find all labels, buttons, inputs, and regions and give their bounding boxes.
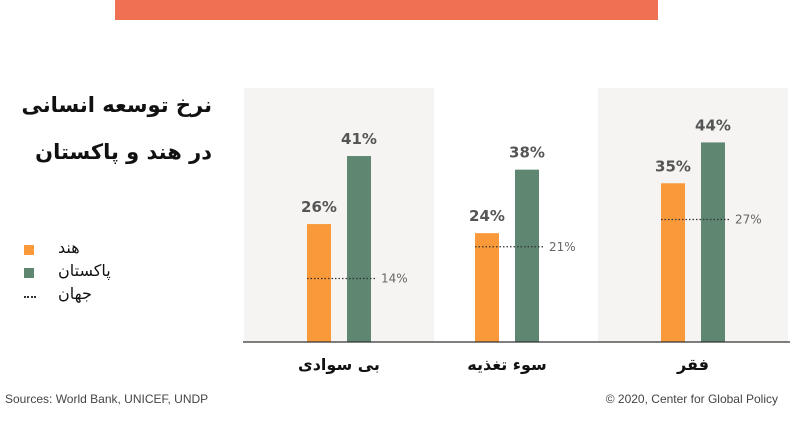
chart-title-line-2: در هند و پاکستان (35, 140, 212, 164)
legend-label-world: جهان (58, 284, 92, 303)
category-panel-2 (598, 88, 788, 342)
bar-pakistan-1 (515, 169, 539, 342)
bar-label-india-1: 24% (469, 207, 505, 225)
legend-swatch-india (24, 245, 34, 255)
bar-label-pakistan-1: 38% (509, 144, 545, 162)
bar-pakistan-2 (701, 142, 725, 342)
category-label-1: سوء تغذیه (467, 355, 547, 374)
chart-title-line-1: نرخ توسعه انسانی (21, 93, 212, 117)
bar-label-pakistan-2: 44% (695, 116, 731, 134)
bar-label-pakistan-0: 41% (341, 130, 377, 148)
legend-label-pakistan: پاکستان (58, 261, 111, 280)
world-label-0: 14% (381, 272, 408, 286)
legend-label-india: هند (58, 238, 80, 257)
category-label-2: فقر (676, 355, 709, 374)
legend-item-india: هند (22, 238, 162, 261)
source-note: Sources: World Bank, UNICEF, UNDP (5, 392, 209, 406)
legend-item-pakistan: پاکستان (22, 261, 162, 284)
header-accent-bar (115, 0, 658, 20)
bar-india-2 (661, 183, 685, 342)
bar-label-india-0: 26% (301, 198, 337, 216)
category-label-0: بی سوادی (298, 355, 380, 374)
legend-dots-world (24, 296, 36, 298)
legend: هند پاکستان جهان (22, 238, 162, 307)
bar-label-india-2: 35% (655, 157, 691, 175)
bar-india-0 (307, 224, 331, 342)
world-label-1: 21% (549, 240, 576, 254)
bar-pakistan-0 (347, 156, 371, 342)
bar-india-1 (475, 233, 499, 342)
legend-swatch-pakistan (24, 268, 34, 278)
copyright-note: © 2020, Center for Global Policy (605, 392, 778, 406)
world-label-2: 27% (735, 213, 762, 227)
category-panel-0 (244, 88, 434, 342)
legend-item-world: جهان (22, 284, 162, 307)
